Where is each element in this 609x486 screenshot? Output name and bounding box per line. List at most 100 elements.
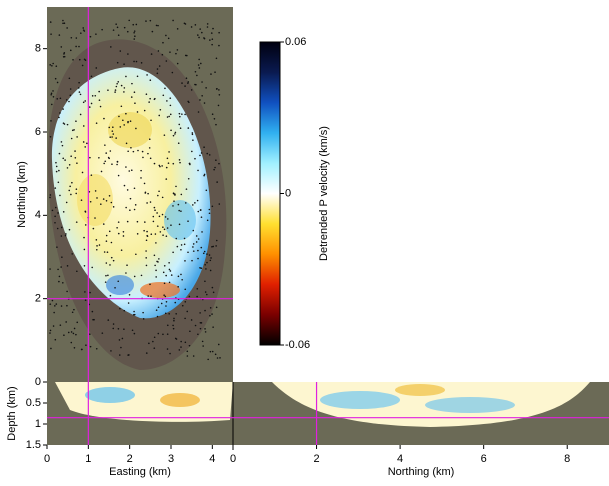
station-dot	[209, 350, 212, 353]
station-dot	[62, 281, 64, 284]
station-dot	[166, 116, 169, 118]
station-dot	[155, 309, 158, 311]
station-dot	[185, 188, 188, 190]
station-dot	[157, 194, 159, 197]
station-dot	[161, 213, 164, 216]
station-dot	[71, 311, 74, 314]
station-dot	[172, 205, 174, 207]
station-dot	[218, 31, 220, 34]
station-dot	[210, 73, 212, 75]
station-dot	[215, 123, 217, 126]
station-dot	[169, 270, 172, 272]
station-dot	[184, 202, 187, 204]
station-dot	[84, 291, 86, 293]
station-dot	[116, 163, 118, 166]
station-dot	[122, 235, 125, 237]
station-dot	[78, 91, 81, 93]
station-dot	[80, 32, 82, 34]
station-dot	[164, 216, 167, 218]
station-dot	[82, 27, 85, 29]
station-dot	[61, 256, 63, 258]
station-dot	[203, 250, 206, 253]
station-dot	[163, 134, 166, 136]
station-dot	[161, 53, 164, 56]
station-dot	[49, 268, 51, 270]
station-dot	[198, 58, 200, 61]
station-dot	[150, 233, 153, 235]
station-dot	[169, 97, 172, 99]
station-dot	[168, 281, 171, 284]
station-dot	[188, 162, 191, 165]
station-dot	[162, 271, 165, 274]
station-dot	[154, 97, 156, 100]
station-dot	[108, 194, 111, 197]
station-dot	[122, 231, 125, 233]
station-dot	[60, 305, 63, 307]
station-dot	[180, 346, 182, 348]
station-dot	[172, 251, 174, 254]
station-dot	[212, 27, 214, 30]
station-dot	[211, 245, 213, 248]
station-dot	[103, 162, 105, 165]
station-dot	[197, 249, 199, 252]
station-dot	[206, 261, 208, 264]
station-dot	[196, 199, 199, 202]
station-dot	[88, 106, 91, 108]
station-dot	[201, 231, 203, 233]
station-dot	[154, 209, 156, 212]
station-dot	[105, 274, 107, 277]
station-dot	[137, 149, 139, 152]
station-dot	[90, 102, 93, 105]
station-dot	[147, 192, 149, 195]
station-dot	[158, 65, 161, 67]
station-dot	[185, 77, 188, 80]
station-dot	[116, 82, 118, 85]
station-dot	[92, 227, 95, 230]
velocity-patch	[85, 387, 135, 403]
x-tick-label: 1	[85, 453, 91, 465]
station-dot	[206, 26, 209, 28]
station-dot	[154, 264, 156, 267]
station-dot	[204, 291, 207, 293]
x-tick-label: 4	[209, 453, 215, 465]
station-dot	[146, 234, 148, 237]
station-dot	[211, 313, 213, 315]
station-dot	[98, 156, 100, 159]
station-dot	[174, 193, 176, 195]
station-dot	[194, 83, 196, 86]
station-dot	[211, 205, 214, 208]
station-dot	[66, 167, 69, 169]
station-dot	[158, 190, 160, 193]
station-dot	[118, 354, 121, 356]
station-dot	[212, 326, 214, 328]
station-dot	[128, 170, 131, 172]
station-dot	[60, 266, 62, 268]
station-dot	[215, 245, 217, 247]
station-dot	[165, 166, 168, 169]
station-dot	[172, 19, 174, 22]
station-dot	[75, 333, 77, 336]
station-dot	[145, 250, 147, 252]
station-dot	[107, 274, 109, 277]
station-dot	[110, 46, 112, 48]
station-dot	[100, 203, 102, 205]
station-dot	[218, 89, 220, 91]
velocity-patch	[164, 200, 196, 240]
station-dot	[146, 74, 148, 76]
station-dot	[183, 243, 186, 246]
y-tick-label: 0	[35, 376, 41, 388]
station-dot	[95, 248, 98, 251]
station-dot	[157, 50, 160, 52]
station-dot	[105, 152, 108, 154]
station-dot	[127, 302, 130, 304]
station-dot	[167, 218, 169, 220]
station-dot	[176, 28, 179, 30]
station-dot	[192, 229, 195, 232]
station-dot	[167, 37, 170, 40]
station-dot	[156, 315, 159, 318]
station-dot	[55, 65, 58, 68]
station-dot	[105, 240, 108, 242]
station-dot	[175, 52, 177, 55]
station-dot	[63, 22, 66, 25]
station-dot	[166, 333, 169, 335]
